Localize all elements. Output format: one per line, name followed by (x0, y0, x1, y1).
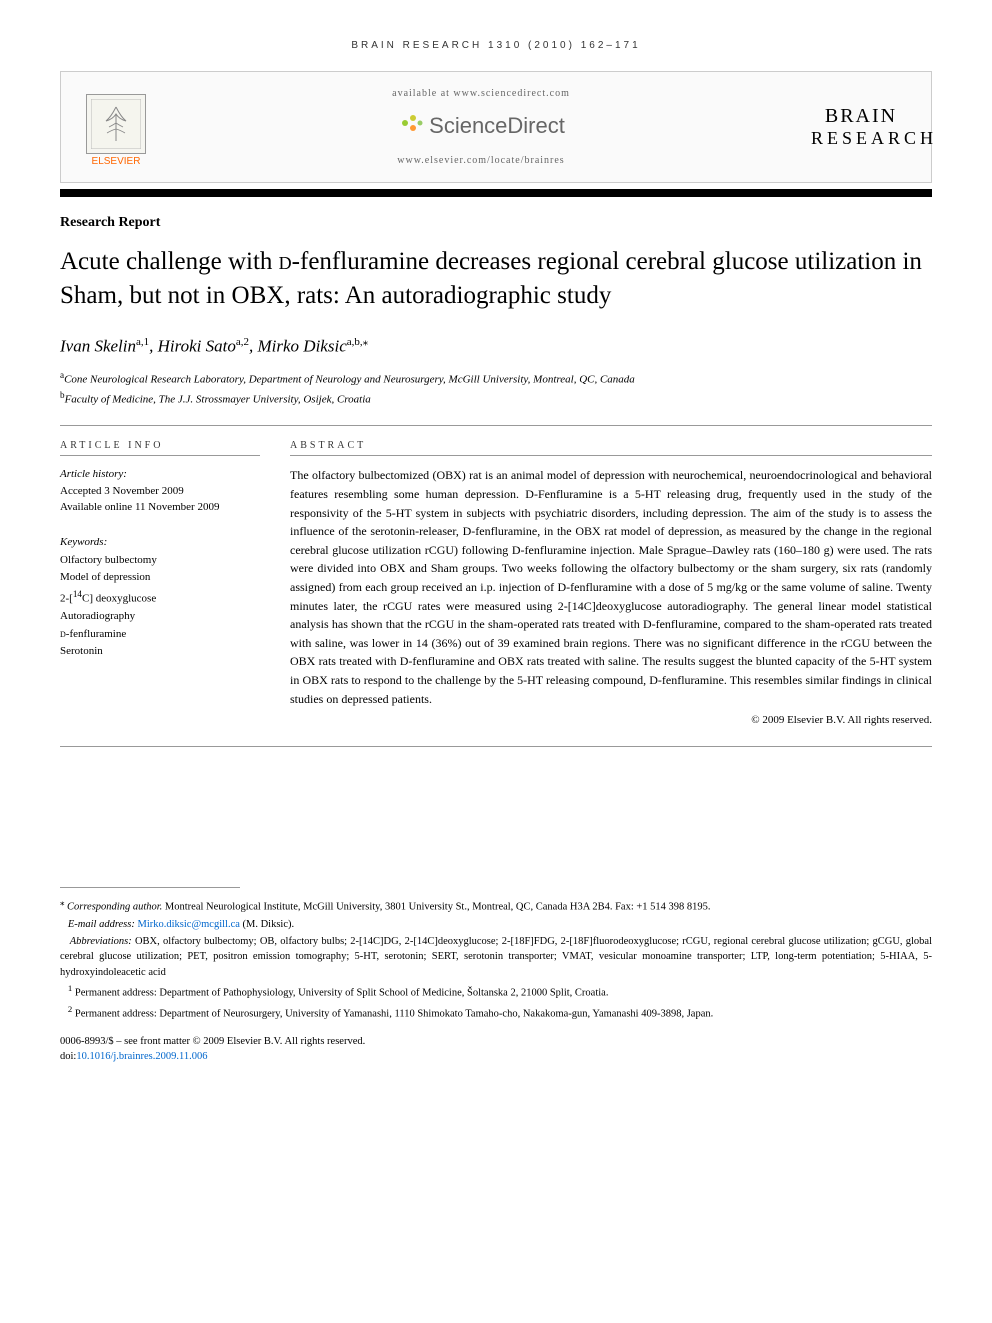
journal-name-line1: BRAIN (811, 105, 911, 128)
doi-link[interactable]: 10.1016/j.brainres.2009.11.006 (76, 1051, 207, 1062)
section-divider (60, 425, 932, 426)
fn-email-label: E-mail address: (68, 919, 135, 930)
keyword-2: Model of depression (60, 569, 260, 587)
author-2-affil: a,2 (236, 336, 249, 348)
author-1: Ivan Skelin (60, 336, 136, 355)
author-1-affil: a,1 (136, 336, 149, 348)
fn2-text: Permanent address: Department of Neurosu… (72, 1008, 713, 1019)
kw3-sup: 14 (73, 589, 82, 599)
online-date: Available online 11 November 2009 (60, 499, 260, 516)
title-part1: Acute challenge with (60, 248, 279, 275)
available-at-text: available at www.sciencedirect.com (151, 88, 811, 99)
issn-line: 0006-8993/$ – see front matter © 2009 El… (60, 1035, 932, 1050)
affil-a-text: Cone Neurological Research Laboratory, D… (64, 374, 635, 386)
running-head: BRAIN RESEARCH 1310 (2010) 162–171 (60, 40, 932, 51)
elsevier-name: ELSEVIER (92, 156, 141, 167)
corresponding-mark: ⁎ (363, 336, 369, 348)
fn-corr-mark: ⁎ (60, 897, 64, 907)
article-info-col: ARTICLE INFO Article history: Accepted 3… (60, 440, 260, 726)
footnote-abbreviations: Abbreviations: OBX, olfactory bulbectomy… (60, 934, 932, 980)
keyword-4: Autoradiography (60, 608, 260, 626)
article-info-rule (60, 455, 260, 456)
doi-line: doi:10.1016/j.brainres.2009.11.006 (60, 1050, 932, 1065)
kw3-post: C] deoxyglucose (82, 592, 156, 604)
author-list: Ivan Skelina,1, Hiroki Satoa,2, Mirko Di… (60, 335, 932, 357)
doi-label: doi: (60, 1051, 76, 1062)
article-history: Article history: Accepted 3 November 200… (60, 466, 260, 516)
sciencedirect-logo: ScienceDirect (151, 109, 811, 143)
footnote-1: 1 Permanent address: Department of Patho… (60, 982, 932, 1001)
abstract-rule (290, 455, 932, 456)
fn1-text: Permanent address: Department of Pathoph… (72, 987, 608, 998)
history-label: Article history: (60, 466, 260, 483)
info-abstract-row: ARTICLE INFO Article history: Accepted 3… (60, 440, 932, 726)
abstract-text: The olfactory bulbectomized (OBX) rat is… (290, 466, 932, 708)
affiliation-b: bFaculty of Medicine, The J.J. Strossmay… (60, 390, 932, 406)
header-divider-bar (60, 189, 932, 197)
abstract-head: ABSTRACT (290, 440, 932, 451)
keyword-5: d-fenfluramine (60, 626, 260, 644)
journal-cover-logo: BRAIN RESEARCH (811, 105, 911, 149)
footnote-corresponding: ⁎ Corresponding author. Montreal Neurolo… (60, 896, 932, 915)
footnote-2: 2 Permanent address: Department of Neuro… (60, 1003, 932, 1022)
accepted-date: Accepted 3 November 2009 (60, 483, 260, 500)
article-info-head: ARTICLE INFO (60, 440, 260, 451)
sciencedirect-icon (397, 109, 425, 143)
sciencedirect-label: ScienceDirect (429, 113, 565, 139)
fn-corr-text: Montreal Neurological Institute, McGill … (162, 902, 710, 913)
journal-url: www.elsevier.com/locate/brainres (151, 155, 811, 166)
affiliation-a: aCone Neurological Research Laboratory, … (60, 370, 932, 386)
kw5-rest: -fenfluramine (66, 628, 126, 640)
abstract-col: ABSTRACT The olfactory bulbectomized (OB… (290, 440, 932, 726)
header-center: available at www.sciencedirect.com Scien… (151, 88, 811, 166)
fn-email-name: (M. Diksic). (240, 919, 294, 930)
elsevier-tree-icon (86, 94, 146, 154)
keyword-6: Serotonin (60, 643, 260, 661)
footnote-email: E-mail address: Mirko.diksic@mcgill.ca (… (60, 917, 932, 932)
affil-b-text: Faculty of Medicine, The J.J. Strossmaye… (65, 393, 371, 405)
author-2: , Hiroki Sato (149, 336, 236, 355)
fn-corr-label: Corresponding author. (67, 902, 162, 913)
publisher-header: ELSEVIER available at www.sciencedirect.… (60, 71, 932, 183)
abstract-copyright: © 2009 Elsevier B.V. All rights reserved… (290, 714, 932, 726)
author-3-affil: a,b, (347, 336, 363, 348)
fn-abbrev-label: Abbreviations: (70, 936, 132, 947)
title-smallcaps-d: d (279, 248, 292, 275)
article-type: Research Report (60, 215, 932, 231)
email-link[interactable]: Mirko.diksic@mcgill.ca (137, 919, 239, 930)
keywords-block: Keywords: Olfactory bulbectomy Model of … (60, 534, 260, 661)
doi-block: 0006-8993/$ – see front matter © 2009 El… (60, 1035, 932, 1064)
author-3: , Mirko Diksic (249, 336, 347, 355)
kw3-pre: 2-[ (60, 592, 73, 604)
keywords-label: Keywords: (60, 534, 260, 552)
keyword-1: Olfactory bulbectomy (60, 552, 260, 570)
article-title: Acute challenge with d-fenfluramine decr… (60, 245, 932, 313)
keyword-3: 2-[14C] deoxyglucose (60, 587, 260, 608)
footnotes-rule (60, 887, 240, 888)
abstract-end-divider (60, 746, 932, 747)
journal-name-line2: RESEARCH (811, 128, 911, 149)
elsevier-logo: ELSEVIER (81, 87, 151, 167)
fn-abbrev-text: OBX, olfactory bulbectomy; OB, olfactory… (60, 936, 932, 977)
